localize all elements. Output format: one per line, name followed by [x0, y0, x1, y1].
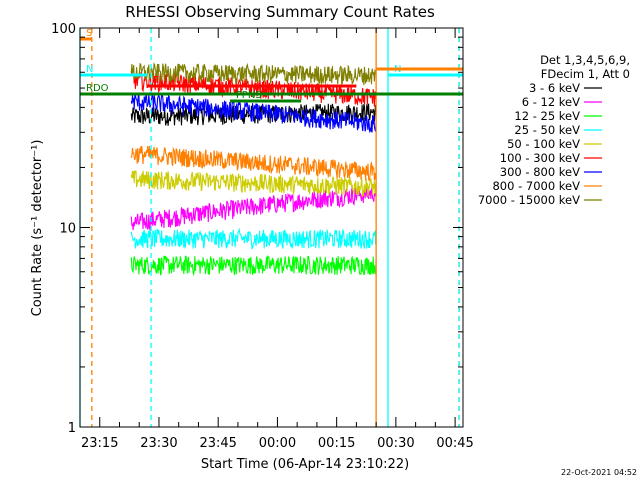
- y-axis-label: Count Rate (s⁻¹ detector⁻¹): [30, 140, 45, 317]
- legend-entry-4: 50 - 100 keV: [507, 137, 580, 151]
- legend-entry-2: 12 - 25 keV: [514, 109, 580, 123]
- legend-header-0: Det 1,3,4,5,6,9,: [540, 53, 630, 67]
- x-axis-label: Start Time (06-Apr-14 23:10:22): [201, 457, 409, 472]
- x-tick-label-6: 00:45: [436, 436, 473, 451]
- x-tick-label-0: 23:15: [81, 436, 118, 451]
- flag-label-4: RDO: [86, 83, 109, 94]
- flag-label-0: S: [86, 28, 92, 39]
- legend-entry-7: 800 - 7000 keV: [492, 179, 580, 193]
- legend-entry-6: 300 - 800 keV: [500, 165, 580, 179]
- series-trace-2: [130, 255, 377, 277]
- timestamp-stamp: 22-Oct-2021 04:52: [561, 468, 637, 477]
- series-trace-3: [130, 227, 377, 250]
- flag-label-3: F: [153, 75, 159, 86]
- legend-entry-1: 6 - 12 keV: [522, 95, 580, 109]
- series-trace-6: [130, 93, 377, 133]
- series-trace-1: [130, 184, 377, 231]
- series-trace-4: [130, 170, 377, 198]
- chart-title: RHESSI Observing Summary Count Rates: [125, 3, 435, 21]
- x-tick-label-5: 00:30: [377, 436, 414, 451]
- flag-label-5: FPNS: [236, 90, 262, 101]
- x-tick-label-4: 00:15: [318, 436, 355, 451]
- legend-header-1: FDecim 1, Att 0: [541, 67, 630, 81]
- legend: Det 1,3,4,5,6,9,FDecim 1, Att 03 - 6 keV…: [478, 53, 630, 207]
- y-tick-label-2: 100: [51, 22, 76, 37]
- y-tick-label-1: 10: [59, 222, 76, 237]
- legend-entry-8: 7000 - 15000 keV: [478, 193, 580, 207]
- y-tick-label-0: 1: [68, 421, 76, 436]
- x-tick-label-3: 00:00: [259, 436, 296, 451]
- series-trace-8: [130, 62, 377, 86]
- x-tick-label-2: 23:45: [199, 436, 236, 451]
- x-tick-label-1: 23:30: [140, 436, 177, 451]
- axes: 1 10 100 23:15 23:30 23:45 00:00 00:15 00:30 00:4…: [51, 22, 474, 451]
- legend-entry-5: 100 - 300 keV: [500, 151, 580, 165]
- legend-entry-0: 3 - 6 keV: [529, 81, 580, 95]
- flag-label-1: N: [86, 64, 93, 75]
- plot-area: SNNFRDOFPNS: [79, 28, 463, 427]
- legend-entry-3: 25 - 50 keV: [514, 123, 580, 137]
- series-trace-7: [130, 145, 377, 182]
